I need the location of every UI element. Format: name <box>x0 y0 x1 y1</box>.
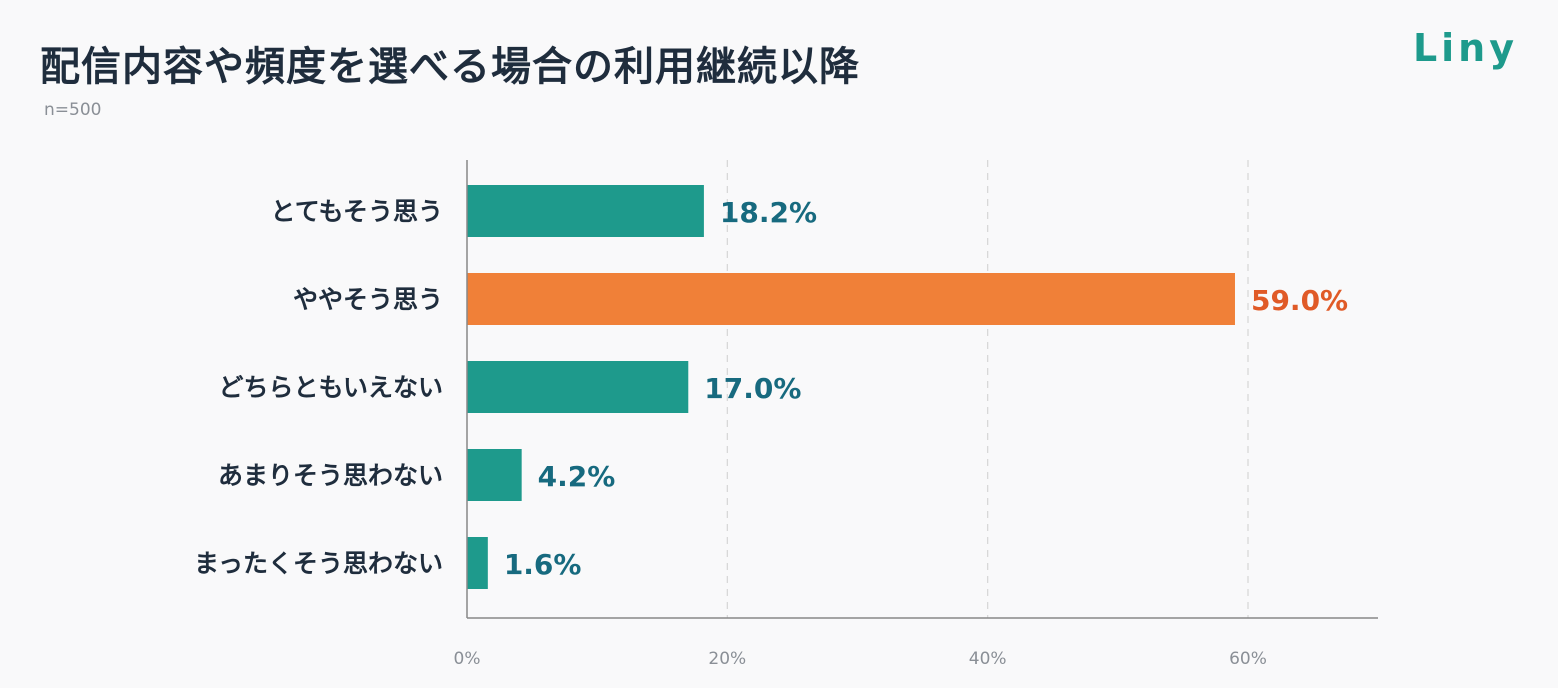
x-tick-label: 0% <box>454 649 481 669</box>
bar <box>467 273 1235 325</box>
category-label: とてもそう思う <box>270 197 443 226</box>
category-label: あまりそう思わない <box>218 461 443 490</box>
x-tick-label: 60% <box>1229 649 1267 669</box>
bar <box>467 537 488 589</box>
chart-title: 配信内容や頻度を選べる場合の利用継続以降 <box>40 44 860 90</box>
value-label: 4.2% <box>538 460 616 493</box>
category-label: どちらともいえない <box>218 373 443 402</box>
bar <box>467 449 522 501</box>
x-tick-label: 20% <box>708 649 746 669</box>
value-label: 1.6% <box>504 548 582 581</box>
value-label: 17.0% <box>704 372 801 405</box>
sample-size: n=500 <box>44 100 102 120</box>
value-label: 59.0% <box>1251 284 1348 317</box>
x-tick-label: 40% <box>969 649 1007 669</box>
category-label: ややそう思う <box>293 285 443 314</box>
value-label: 18.2% <box>720 196 817 229</box>
category-label: まったくそう思わない <box>194 549 443 578</box>
bar <box>467 361 689 413</box>
brand-logo: Liny <box>1412 26 1518 70</box>
bar <box>467 185 704 237</box>
